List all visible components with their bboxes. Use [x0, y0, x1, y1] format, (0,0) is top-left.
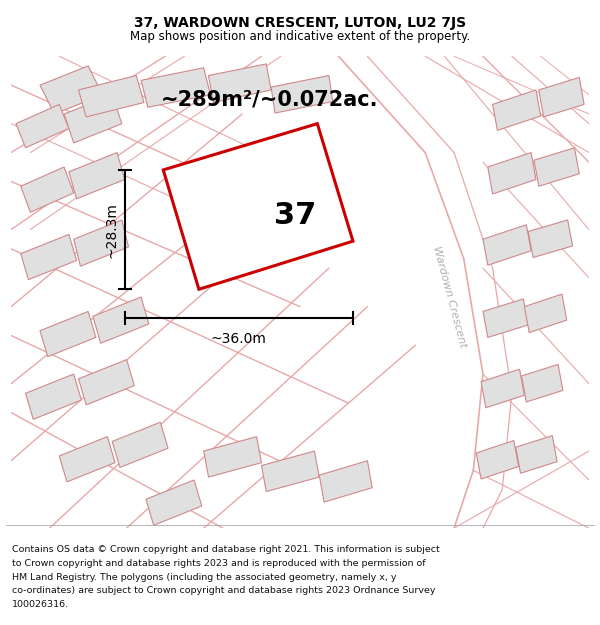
Polygon shape	[21, 167, 74, 212]
Polygon shape	[93, 297, 149, 343]
Polygon shape	[69, 152, 125, 199]
Polygon shape	[521, 364, 563, 402]
Polygon shape	[163, 124, 353, 289]
Polygon shape	[488, 152, 536, 194]
Polygon shape	[493, 90, 541, 131]
Polygon shape	[79, 76, 144, 117]
Polygon shape	[528, 220, 572, 258]
Polygon shape	[64, 95, 122, 143]
Polygon shape	[21, 234, 77, 279]
Text: Map shows position and indicative extent of the property.: Map shows position and indicative extent…	[130, 30, 470, 43]
Polygon shape	[74, 220, 128, 266]
Text: Contains OS data © Crown copyright and database right 2021. This information is : Contains OS data © Crown copyright and d…	[12, 545, 440, 554]
Polygon shape	[539, 78, 584, 117]
Text: 37, WARDOWN CRESCENT, LUTON, LU2 7JS: 37, WARDOWN CRESCENT, LUTON, LU2 7JS	[134, 16, 466, 30]
Polygon shape	[516, 436, 557, 473]
Polygon shape	[59, 437, 115, 482]
Polygon shape	[271, 76, 333, 113]
Text: 100026316.: 100026316.	[12, 600, 69, 609]
Polygon shape	[483, 225, 531, 265]
Polygon shape	[40, 311, 96, 357]
Text: ~289m²/~0.072ac.: ~289m²/~0.072ac.	[160, 89, 378, 109]
Polygon shape	[26, 374, 82, 419]
Text: co-ordinates) are subject to Crown copyright and database rights 2023 Ordnance S: co-ordinates) are subject to Crown copyr…	[12, 586, 436, 595]
Text: ~36.0m: ~36.0m	[211, 332, 267, 346]
Polygon shape	[16, 104, 69, 148]
Polygon shape	[534, 148, 579, 186]
Polygon shape	[476, 441, 518, 479]
Polygon shape	[319, 461, 372, 502]
Polygon shape	[141, 68, 211, 108]
Text: to Crown copyright and database rights 2023 and is reproduced with the permissio: to Crown copyright and database rights 2…	[12, 559, 425, 568]
Polygon shape	[524, 294, 567, 333]
Polygon shape	[79, 359, 134, 405]
Text: Wardown Crescent: Wardown Crescent	[431, 245, 467, 349]
Polygon shape	[203, 437, 262, 477]
Polygon shape	[481, 369, 524, 408]
Polygon shape	[40, 66, 103, 114]
Polygon shape	[209, 64, 271, 102]
Text: HM Land Registry. The polygons (including the associated geometry, namely x, y: HM Land Registry. The polygons (includin…	[12, 572, 397, 581]
Text: 37: 37	[274, 201, 316, 229]
Polygon shape	[262, 451, 319, 491]
Polygon shape	[112, 422, 168, 468]
Text: ~28.3m: ~28.3m	[104, 202, 118, 258]
Polygon shape	[483, 299, 528, 338]
Polygon shape	[146, 480, 202, 525]
